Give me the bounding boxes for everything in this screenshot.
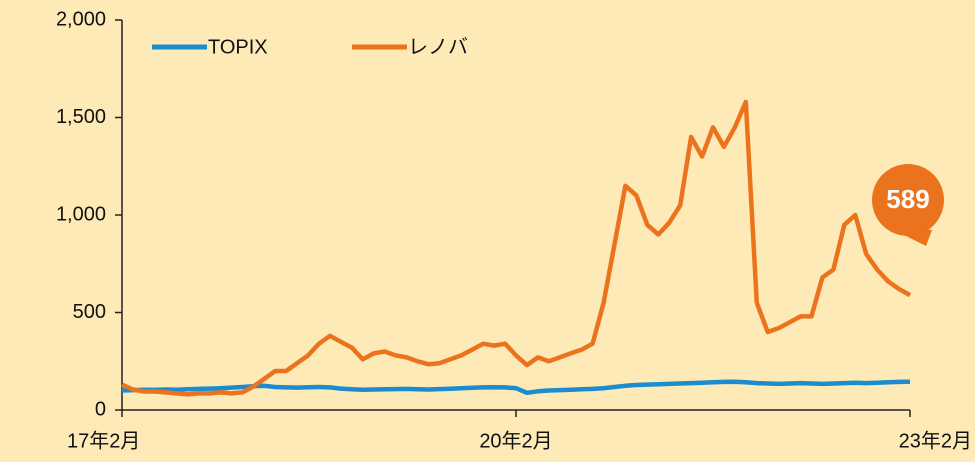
callout xyxy=(872,164,944,236)
y-tick-label: 0 xyxy=(95,398,106,420)
x-tick-label: 23年2月 xyxy=(899,429,972,452)
legend-label: レノバ xyxy=(408,36,468,58)
y-tick-label: 2,000 xyxy=(56,8,106,30)
legend-label: TOPIX xyxy=(208,36,268,58)
end-value-label: 589 xyxy=(886,184,929,214)
series-line xyxy=(121,99,912,397)
y-tick-label: 1,000 xyxy=(56,203,106,225)
x-tick-label: 20年2月 xyxy=(479,429,552,452)
y-tick-label: 500 xyxy=(73,301,106,323)
y-tick-label: 1,500 xyxy=(56,106,106,128)
x-tick-label: 17年2月 xyxy=(67,429,140,452)
